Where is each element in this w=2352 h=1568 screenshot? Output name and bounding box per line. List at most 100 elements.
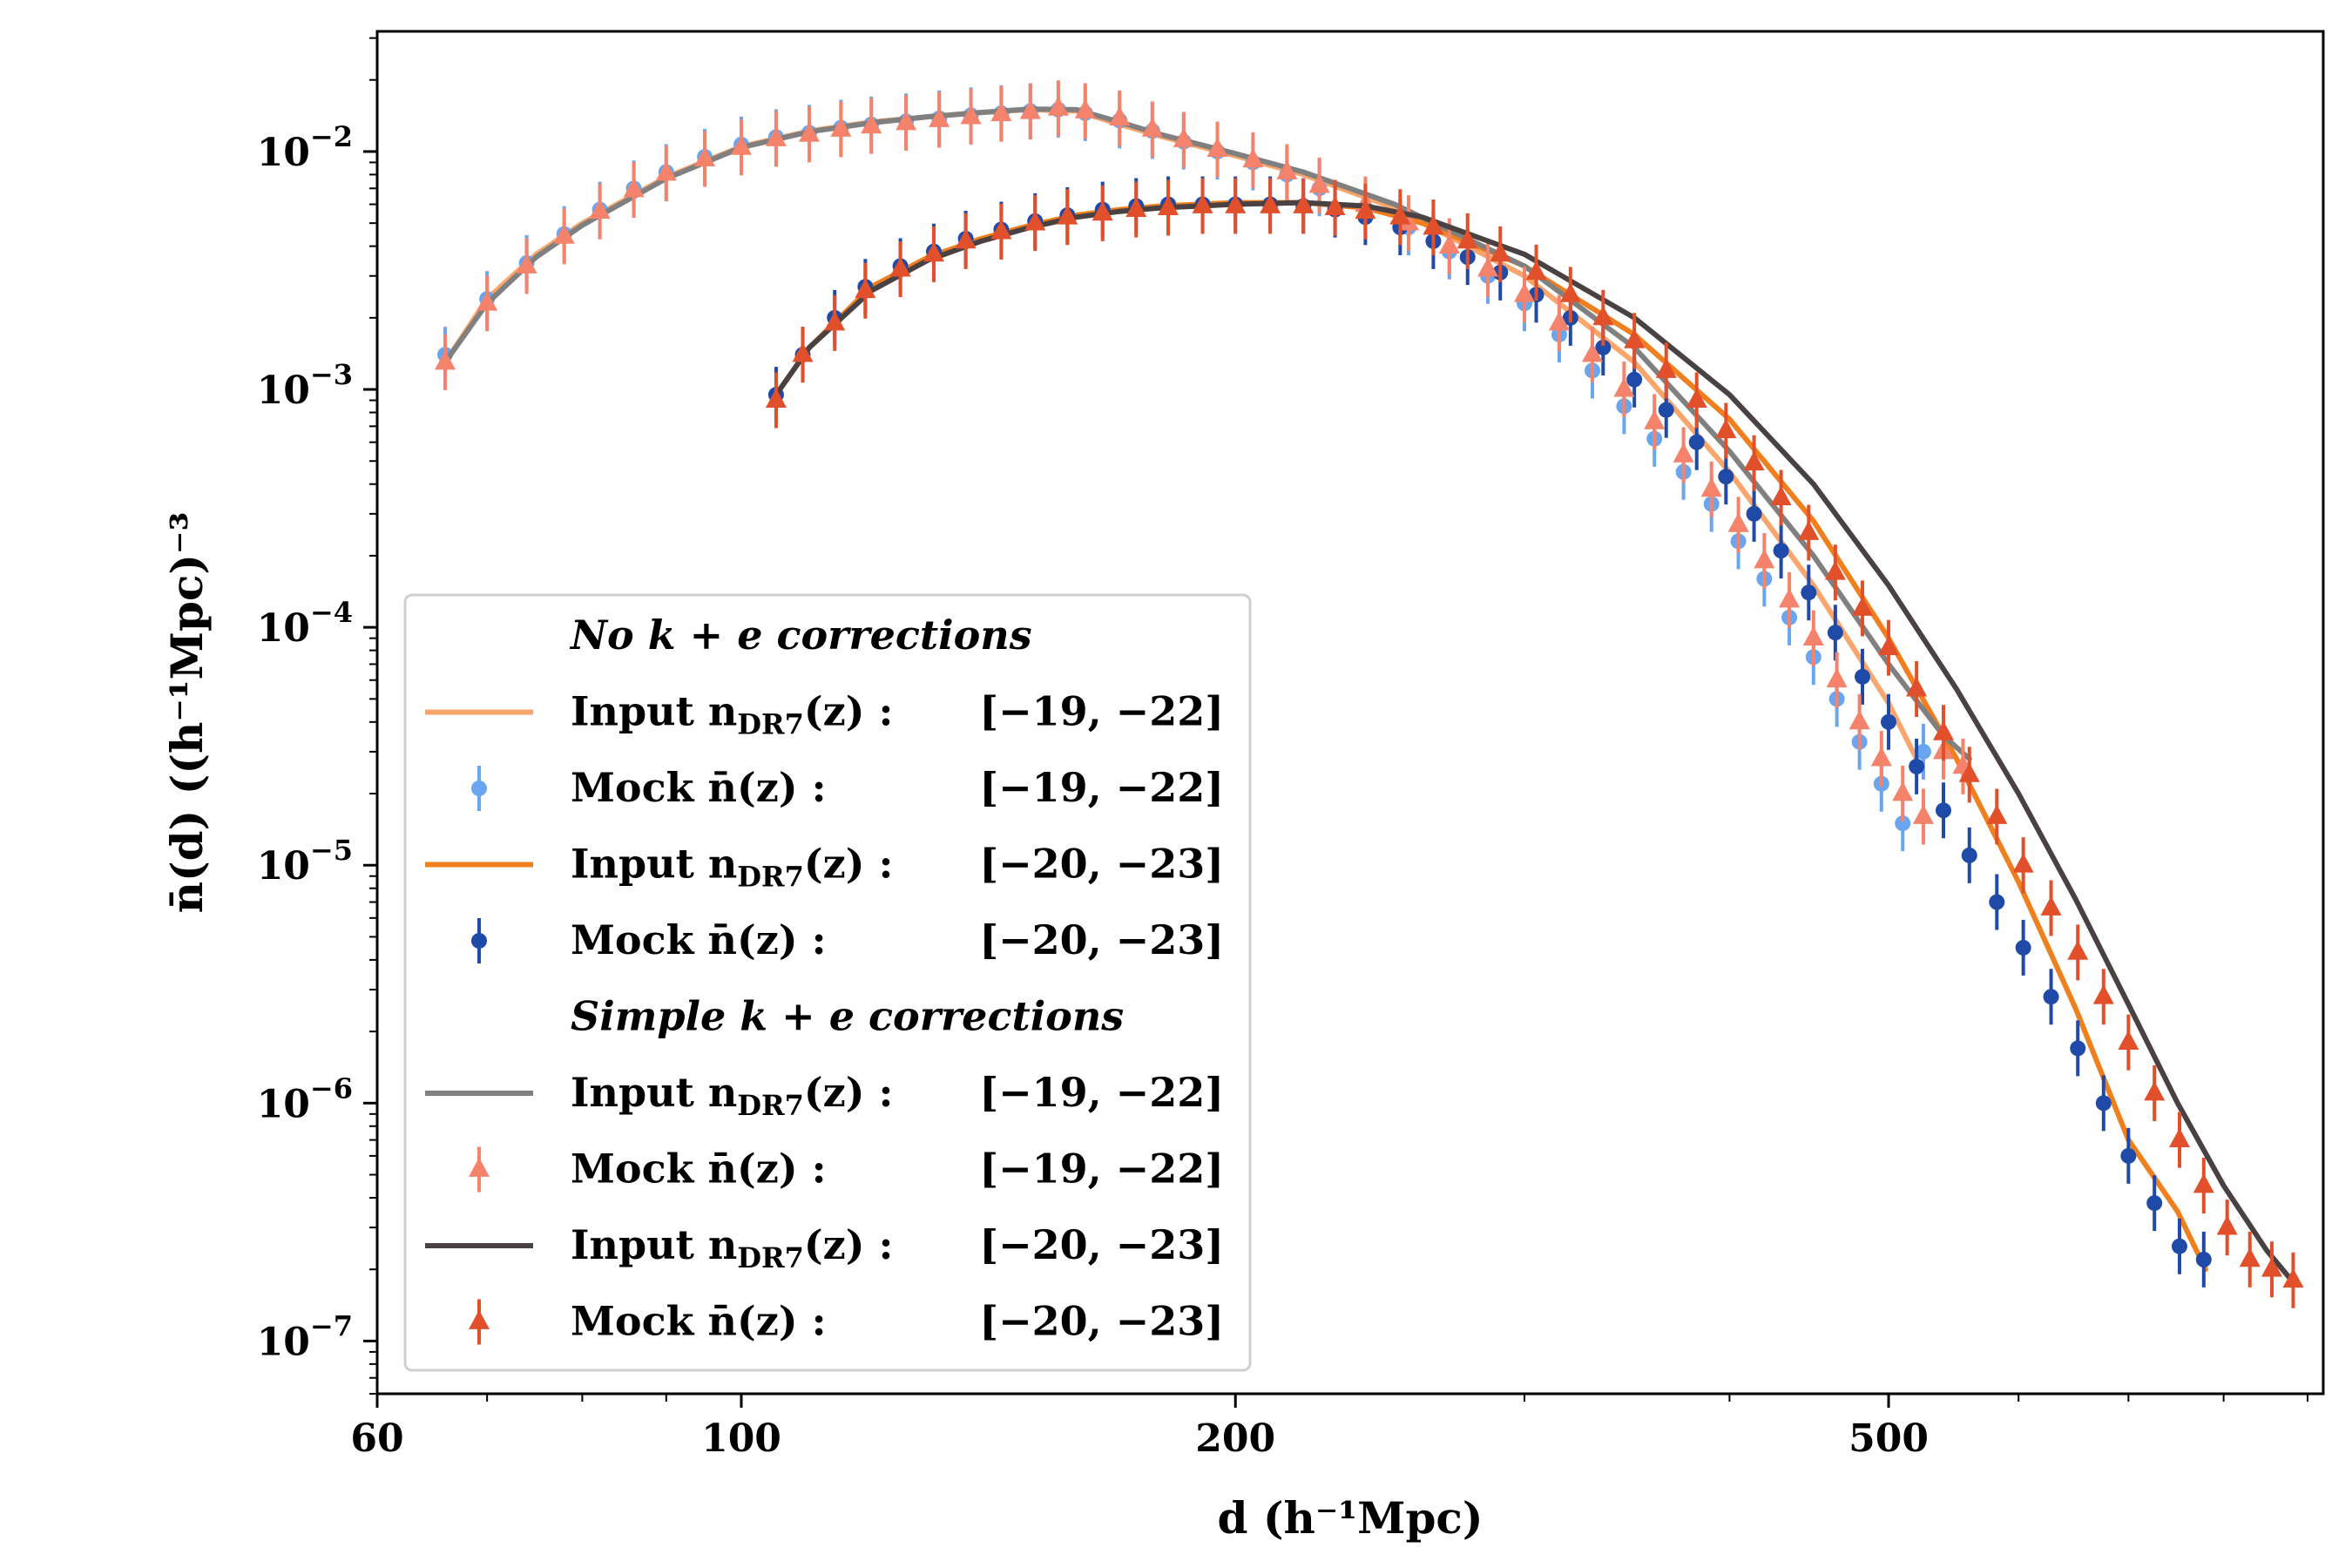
data-point	[799, 122, 821, 142]
data-point	[1074, 98, 1096, 118]
data-point	[1892, 781, 1914, 801]
legend-label-main: Mock n̄(z) :	[571, 916, 827, 963]
data-point	[923, 242, 944, 262]
data-point	[1592, 306, 1614, 326]
data-point	[1582, 342, 1604, 362]
data-point	[589, 199, 611, 220]
data-point	[731, 135, 753, 155]
data-point	[1870, 747, 1892, 767]
data-point	[2193, 1173, 2214, 1193]
series-layer	[434, 80, 2304, 1308]
y-tick-base: 10	[257, 1082, 310, 1126]
data-point	[2216, 1215, 2238, 1235]
legend-label-main: Input n	[571, 1221, 737, 1268]
y-tick-exponent: −7	[310, 1309, 353, 1342]
data-point	[476, 291, 498, 311]
data-point	[889, 257, 911, 277]
data-point	[2282, 1267, 2304, 1288]
data-point	[830, 117, 852, 137]
data-point	[1423, 215, 1444, 235]
legend-range: [−19, −22]	[979, 764, 1224, 811]
x-tick-label: 100	[701, 1416, 781, 1461]
data-point	[955, 229, 977, 249]
data-point	[1173, 127, 1194, 147]
data-point	[2120, 1147, 2137, 1164]
data-point	[434, 350, 456, 370]
legend-label-tail: (z) :	[804, 688, 894, 735]
data-point	[1915, 743, 1931, 760]
legend-group-heading: Simple k + e corrections	[571, 993, 1124, 1040]
series-line	[443, 106, 1972, 762]
data-point	[1912, 804, 1934, 824]
legend-label: Mock n̄(z) :	[571, 764, 827, 811]
legend-triangle-swatch	[469, 1309, 490, 1329]
data-point	[1525, 260, 1547, 280]
y-tick-base: 10	[257, 368, 310, 413]
x-axis-title-text: d (h⁻¹Mpc)	[1217, 1492, 1483, 1544]
data-point	[1109, 105, 1131, 126]
legend-label-main: Input n	[571, 1069, 737, 1116]
legend-label-main: Mock n̄(z) :	[571, 764, 827, 811]
data-point	[1688, 434, 1705, 450]
legend-group-heading: No k + e corrections	[569, 612, 1032, 659]
legend-triangle-swatch	[469, 1157, 490, 1177]
data-point	[1827, 625, 1843, 641]
legend-label-sub: DR7	[737, 1241, 804, 1274]
series-6	[773, 199, 2295, 1283]
data-point	[1308, 173, 1330, 193]
data-point	[1206, 137, 1228, 158]
data-point	[1613, 377, 1635, 397]
y-tick-label: 10−3	[257, 358, 353, 413]
data-point	[1047, 96, 1069, 116]
data-point	[2144, 1081, 2166, 1101]
data-point	[1456, 229, 1478, 249]
data-point	[1986, 804, 2008, 824]
legend-range: [−20, −23]	[979, 1221, 1224, 1268]
data-point	[1700, 477, 1722, 497]
data-point	[990, 101, 1012, 122]
data-point	[1158, 195, 1179, 215]
data-point	[1802, 625, 1824, 646]
y-tick-exponent: −2	[310, 120, 353, 153]
data-point	[2118, 1030, 2139, 1051]
data-point	[792, 342, 814, 362]
legend-label-main: Input n	[571, 688, 737, 735]
data-point	[623, 178, 645, 198]
y-tick-exponent: −3	[310, 358, 353, 391]
data-point	[1438, 233, 1460, 254]
data-point	[655, 161, 677, 181]
legend-label: Input nDR7(z) :	[571, 688, 894, 741]
data-point	[1242, 148, 1264, 168]
data-point	[1798, 520, 1820, 540]
data-point	[1848, 710, 1870, 730]
data-point	[2070, 1040, 2086, 1057]
x-tick-label: 500	[1848, 1416, 1929, 1461]
data-point	[2168, 1127, 2190, 1148]
series-7	[765, 178, 2304, 1308]
data-point	[1559, 282, 1581, 302]
data-point	[1754, 549, 1775, 569]
y-tick-base: 10	[257, 1320, 310, 1364]
data-point	[1673, 443, 1694, 463]
data-point	[1057, 205, 1078, 225]
legend-marker	[469, 1146, 490, 1193]
data-point	[1909, 758, 1925, 774]
legend-range: [−20, −23]	[979, 916, 1224, 963]
data-point	[1718, 469, 1734, 485]
data-point	[929, 107, 950, 127]
y-axis-title-text: n̄(d) ((h⁻¹Mpc)⁻³	[161, 512, 213, 914]
data-point	[861, 113, 882, 134]
data-point	[1906, 677, 1928, 697]
data-point	[960, 105, 982, 125]
data-point	[1686, 388, 1707, 408]
data-point	[1490, 242, 1511, 262]
data-point	[1626, 371, 1643, 388]
legend-label-main: Mock n̄(z) :	[571, 1146, 827, 1193]
data-point	[1855, 668, 1871, 685]
data-point	[824, 311, 846, 331]
data-point	[1658, 402, 1674, 418]
data-point	[1852, 596, 1874, 616]
legend-marker	[471, 918, 487, 963]
plot-frame	[375, 30, 2325, 1396]
